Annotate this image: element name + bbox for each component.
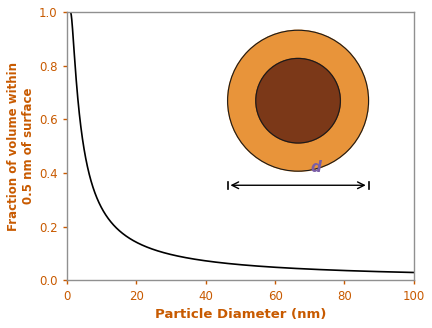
Circle shape xyxy=(228,30,368,171)
Circle shape xyxy=(256,58,340,143)
X-axis label: Particle Diameter (nm): Particle Diameter (nm) xyxy=(155,308,326,321)
Y-axis label: Fraction of volume within
0.5 nm of surface: Fraction of volume within 0.5 nm of surf… xyxy=(7,62,35,231)
Text: d: d xyxy=(310,160,321,175)
